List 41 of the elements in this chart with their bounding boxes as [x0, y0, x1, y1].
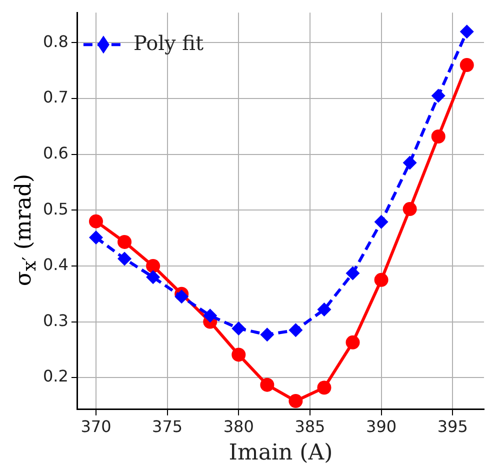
point — [146, 270, 160, 284]
y-tick-label: 0.7 — [42, 88, 68, 107]
point — [288, 394, 303, 408]
point — [374, 272, 388, 287]
point — [431, 88, 446, 103]
point — [88, 214, 103, 228]
x-tick-label: 370 — [80, 417, 112, 436]
point — [460, 24, 474, 39]
y-tick-label: 0.8 — [42, 32, 68, 51]
point — [203, 308, 218, 323]
point — [260, 378, 274, 392]
point — [288, 323, 303, 338]
y-tick-label: 0.5 — [42, 199, 68, 218]
y-tick-label: 0.3 — [42, 310, 68, 330]
point — [232, 348, 246, 362]
point — [232, 321, 246, 336]
point — [146, 258, 160, 273]
point — [260, 328, 274, 342]
y-tick-label: 0.6 — [42, 144, 68, 163]
point — [460, 58, 474, 72]
x-tick-label: 390 — [366, 417, 397, 436]
point — [317, 302, 332, 317]
point — [174, 290, 189, 304]
x-tick-label: 385 — [294, 417, 326, 436]
point — [374, 214, 388, 229]
point — [346, 335, 360, 350]
y-tick-label: 0.4 — [42, 255, 68, 274]
legend-label: Poly fit — [133, 30, 204, 55]
point — [88, 230, 103, 245]
x-tick-label: 375 — [152, 417, 183, 436]
point — [402, 202, 417, 216]
point — [118, 234, 132, 249]
x-axis-title: Imain (A) — [228, 440, 333, 466]
y-tick-label: 0.2 — [42, 366, 68, 386]
point — [118, 252, 132, 266]
x-tick-label: 380 — [223, 417, 254, 436]
x-tick-label: 395 — [437, 417, 468, 436]
point — [346, 266, 360, 280]
point — [317, 380, 332, 395]
point — [431, 129, 446, 144]
point — [402, 156, 417, 170]
